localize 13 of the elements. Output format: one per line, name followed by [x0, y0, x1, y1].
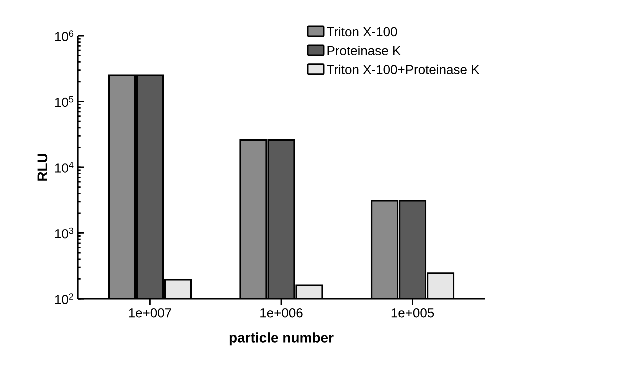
x-tick-label: 1e+007	[129, 308, 172, 318]
y-tick-label: 10$^{5}$	[55, 96, 74, 108]
x-axis-title: particle number	[230, 332, 334, 346]
y-axis-title: RLU	[38, 154, 48, 181]
y-tick-label: 10$^{4}$	[55, 162, 74, 173]
y-tick-label: 10$^{3}$	[55, 228, 74, 239]
x-tick-label: 1e+006	[260, 308, 303, 318]
y-tick-label: 10$^{2}$	[55, 294, 74, 304]
y-tick-label: 10$^{6}$	[55, 30, 74, 42]
x-tick-label: 1e+005	[392, 308, 434, 318]
legend-label: Triton X-100	[327, 27, 398, 37]
legend-label: Proteinase K	[328, 46, 401, 56]
legend-label: Triton X-100+Proteinase K	[327, 64, 480, 74]
